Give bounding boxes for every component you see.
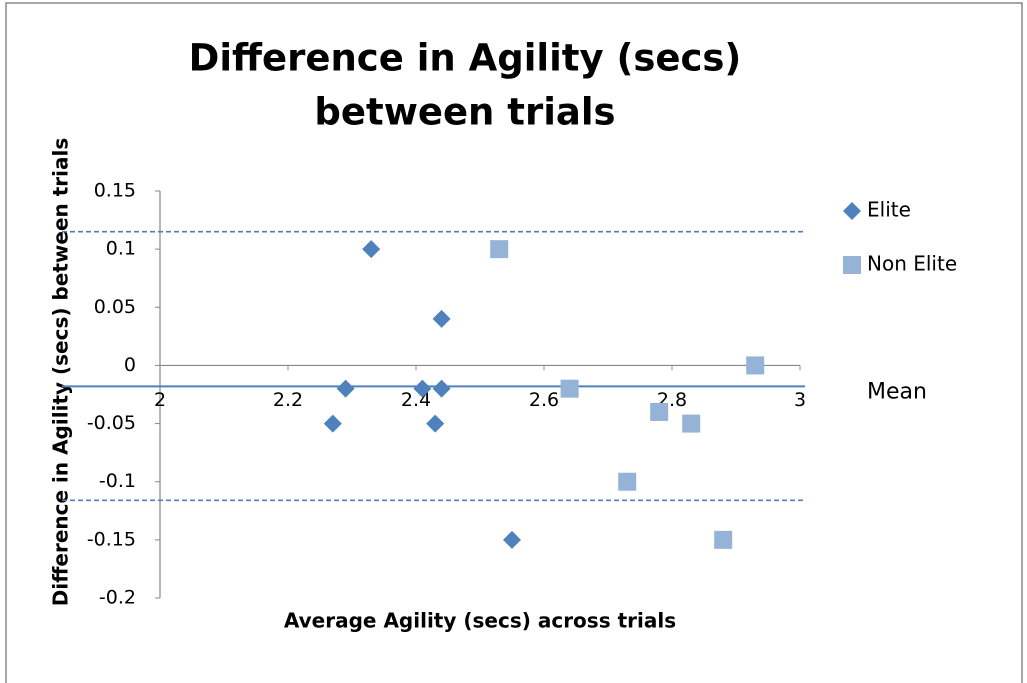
y-tick-label: 0.05 — [94, 296, 136, 318]
legend-marker — [843, 256, 861, 274]
data-point — [413, 379, 432, 398]
y-tick-label: 0.1 — [106, 238, 136, 260]
data-point — [560, 379, 579, 398]
y-tick-label: 0.15 — [94, 180, 136, 202]
y-tick-label: -0.1 — [99, 470, 136, 492]
x-tick-label: 3 — [794, 389, 806, 411]
y-axis-label: Difference in Agility (secs) between tri… — [49, 138, 73, 607]
chart-border — [5, 2, 1023, 683]
data-point — [490, 240, 509, 259]
data-point — [432, 309, 451, 328]
y-tick-label: -0.05 — [87, 412, 136, 434]
legend-marker — [843, 202, 861, 220]
data-point — [746, 356, 765, 375]
y-tick-label: -0.15 — [87, 528, 136, 550]
data-point — [618, 472, 637, 491]
y-tick-label: 0 — [124, 354, 136, 376]
legend-label: Elite — [867, 198, 911, 222]
data-point — [714, 530, 733, 549]
data-point — [503, 530, 521, 549]
chart-title: Difference in Agility (secs) — [189, 37, 742, 80]
legend-label: Non Elite — [867, 252, 957, 276]
y-tick-label: -0.2 — [99, 587, 136, 609]
x-axis-label: Average Agility (secs) across trials — [284, 609, 676, 633]
x-tick-label: 2.2 — [273, 389, 303, 411]
chart-title: between trials — [314, 91, 615, 134]
data-point — [650, 402, 669, 421]
reference-line-label: Mean — [867, 379, 927, 404]
data-point — [362, 240, 381, 259]
data-point — [432, 379, 451, 398]
data-point — [323, 414, 342, 433]
data-point — [682, 414, 701, 433]
x-tick-label: 2 — [154, 389, 166, 411]
x-tick-label: 2.6 — [529, 389, 559, 411]
data-point — [336, 379, 355, 398]
data-point — [426, 414, 445, 433]
